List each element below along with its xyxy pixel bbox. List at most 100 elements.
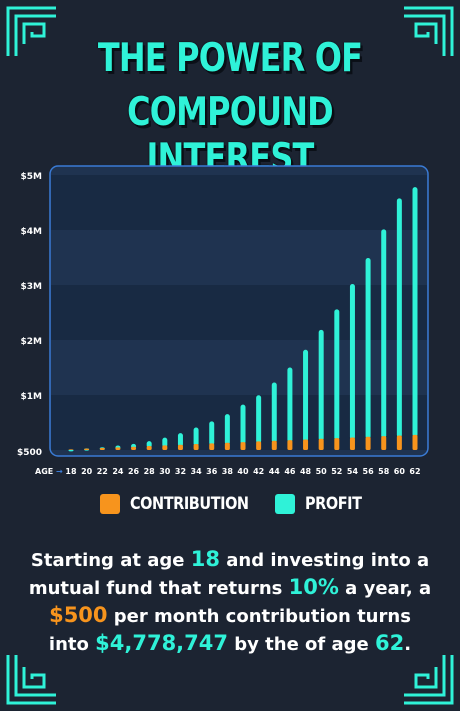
x-tick-label: 46 bbox=[284, 467, 296, 476]
x-tick-label: 32 bbox=[175, 467, 186, 476]
chart-legend: CONTRIBUTION PROFIT bbox=[0, 489, 460, 519]
x-tick-label: 24 bbox=[112, 467, 124, 476]
bar-contribution bbox=[256, 441, 262, 450]
bar-profit bbox=[177, 433, 183, 447]
x-tick-label: 30 bbox=[159, 467, 171, 476]
x-tick-label: 60 bbox=[394, 467, 406, 476]
bar-contribution bbox=[68, 449, 74, 450]
bar-profit bbox=[224, 414, 230, 445]
x-tick-label: 18 bbox=[65, 467, 77, 476]
caption-line-2: mutual fund that returns 10% a year, a bbox=[20, 574, 440, 602]
bar-profit bbox=[412, 187, 418, 437]
caption-text: by the of age bbox=[228, 634, 376, 655]
bar-contribution bbox=[209, 443, 215, 450]
x-tick-label: 58 bbox=[378, 467, 390, 476]
corner-ornament-top-right bbox=[402, 6, 454, 58]
bar-contribution bbox=[131, 446, 137, 450]
bar-contribution bbox=[84, 448, 90, 450]
bar-contribution bbox=[271, 440, 277, 450]
caption-text: . bbox=[404, 634, 412, 655]
corner-ornament-bottom-left bbox=[6, 653, 58, 705]
bar-contribution bbox=[396, 435, 402, 450]
x-tick-label: 40 bbox=[237, 467, 249, 476]
x-tick-label: 62 bbox=[409, 467, 420, 476]
legend-item-profit: PROFIT bbox=[275, 489, 372, 519]
bar-contribution bbox=[162, 445, 168, 450]
y-tick-label: $500 bbox=[17, 448, 42, 458]
caption-return-rate: 10% bbox=[288, 575, 339, 599]
y-tick-label: $3M bbox=[21, 282, 43, 292]
bar-contribution bbox=[224, 442, 230, 450]
bar-profit bbox=[303, 349, 309, 442]
caption-text: per month contribution turns bbox=[107, 606, 411, 627]
bar-profit bbox=[193, 427, 199, 447]
bar-contribution bbox=[349, 437, 355, 450]
caption-total-amount: $4,778,747 bbox=[95, 631, 228, 655]
legend-label-profit: PROFIT bbox=[305, 494, 362, 514]
y-tick-label: $5M bbox=[21, 172, 43, 182]
bar-profit bbox=[396, 198, 402, 438]
bar-contribution bbox=[303, 439, 309, 450]
x-tick-label: 34 bbox=[191, 467, 203, 476]
bar-profit bbox=[271, 382, 277, 443]
bar-contribution bbox=[146, 446, 152, 450]
x-tick-label: 52 bbox=[331, 467, 342, 476]
y-tick-label: $4M bbox=[21, 227, 43, 237]
legend-swatch-contribution bbox=[100, 494, 120, 514]
legend-label-contribution: CONTRIBUTION bbox=[130, 494, 249, 514]
caption-line-1: Starting at age 18 and investing into a bbox=[20, 546, 440, 574]
grid-band bbox=[51, 395, 427, 450]
caption-end-age: 62 bbox=[375, 631, 405, 655]
bar-contribution bbox=[412, 434, 418, 450]
y-tick-label: $1M bbox=[21, 392, 43, 402]
x-axis-arrow-icon: → bbox=[56, 467, 63, 476]
x-tick-label: 56 bbox=[363, 467, 375, 476]
caption-start-age: 18 bbox=[190, 547, 220, 571]
bar-profit bbox=[334, 309, 340, 441]
caption-text: a year, a bbox=[338, 578, 432, 599]
x-tick-label: 42 bbox=[253, 467, 264, 476]
bar-profit bbox=[240, 404, 246, 445]
bar-profit bbox=[381, 229, 387, 439]
ornament-icon bbox=[404, 655, 454, 705]
x-tick-label: 22 bbox=[97, 467, 108, 476]
bar-contribution bbox=[334, 438, 340, 450]
bar-profit bbox=[162, 437, 168, 448]
x-tick-label: 26 bbox=[128, 467, 140, 476]
ornament-icon bbox=[404, 6, 454, 56]
bar-profit bbox=[209, 421, 215, 446]
x-tick-label: 36 bbox=[206, 467, 218, 476]
bar-profit bbox=[318, 329, 324, 441]
bar-contribution bbox=[99, 448, 105, 450]
page-title-line-1: THE POWER OF bbox=[97, 36, 363, 81]
bar-profit bbox=[287, 367, 293, 443]
bar-contribution bbox=[287, 440, 293, 450]
bar-contribution bbox=[115, 447, 121, 450]
x-tick-label: 50 bbox=[316, 467, 328, 476]
caption-monthly-amount: $500 bbox=[49, 603, 108, 627]
ornament-icon bbox=[6, 6, 56, 56]
legend-swatch-profit bbox=[275, 494, 295, 514]
x-axis-label: AGE bbox=[35, 467, 53, 476]
y-tick-label: $2M bbox=[21, 337, 43, 347]
bar-profit bbox=[349, 284, 355, 440]
grid-band bbox=[51, 285, 427, 340]
bar-contribution bbox=[240, 442, 246, 450]
bar-contribution bbox=[177, 444, 183, 450]
caption-text: into bbox=[48, 634, 96, 655]
caption-text: and investing into a bbox=[219, 550, 430, 571]
x-tick-label: 20 bbox=[81, 467, 93, 476]
x-tick-label: 44 bbox=[269, 467, 281, 476]
summary-caption: Starting at age 18 and investing into a … bbox=[20, 546, 440, 658]
x-tick-label: 38 bbox=[222, 467, 234, 476]
corner-ornament-top-left bbox=[6, 6, 58, 58]
x-tick-label: 48 bbox=[300, 467, 312, 476]
x-tick-label: 28 bbox=[144, 467, 156, 476]
ornament-icon bbox=[6, 655, 56, 705]
bar-contribution bbox=[318, 438, 324, 450]
bar-profit bbox=[256, 395, 262, 444]
bar-contribution bbox=[365, 436, 371, 450]
bar-contribution bbox=[193, 444, 199, 450]
bar-contribution bbox=[381, 436, 387, 450]
